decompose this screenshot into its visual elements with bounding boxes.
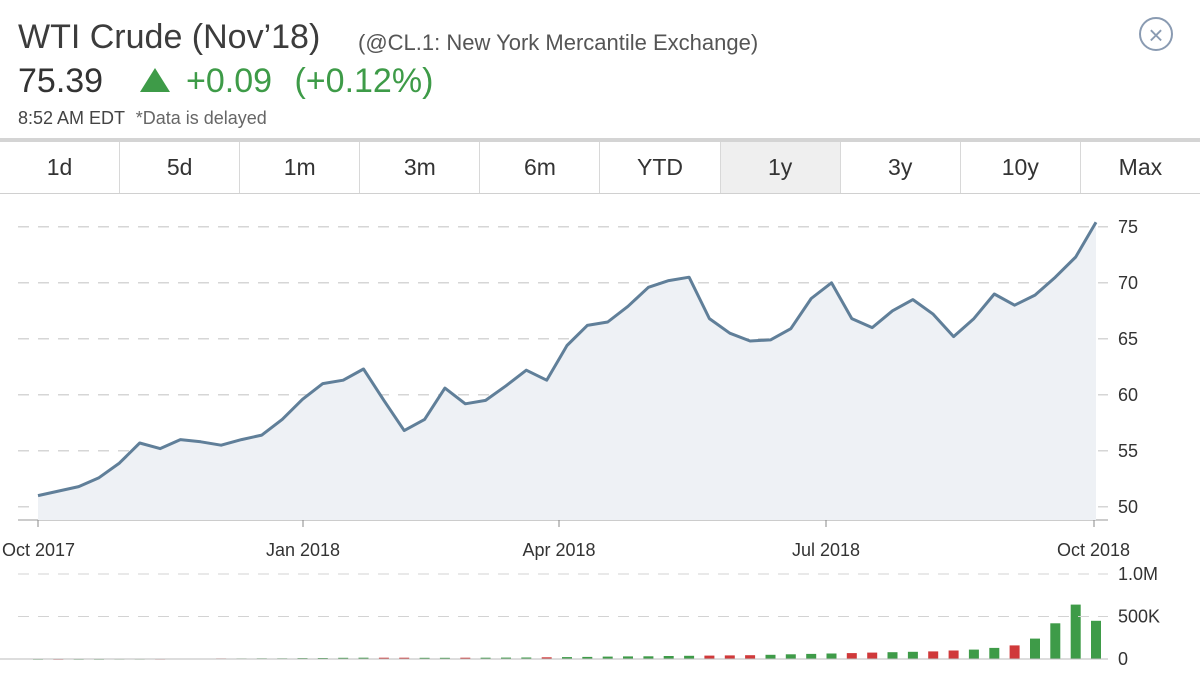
- volume-bar: [1009, 645, 1020, 659]
- volume-bar: [867, 652, 878, 659]
- y-tick-label: 65: [1118, 329, 1138, 349]
- volume-bar: [460, 657, 471, 659]
- volume-bar: [1091, 620, 1101, 660]
- quote-line: 75.39 +0.09 (+0.12%): [18, 62, 433, 106]
- volume-bar: [521, 657, 532, 659]
- volume-bar: [643, 656, 654, 659]
- x-tick-label: Jan 2018: [266, 540, 340, 560]
- volume-bar: [541, 657, 552, 659]
- volume-bar: [501, 657, 511, 659]
- volume-bar: [582, 656, 593, 659]
- timestamp-text: 8:52 AM EDT: [18, 108, 125, 128]
- volume-bar: [989, 647, 1000, 659]
- volume-bar: [907, 651, 918, 659]
- close-icon[interactable]: ×: [1139, 17, 1173, 51]
- volume-bar: [806, 653, 817, 659]
- volume-bar: [704, 655, 715, 659]
- instrument-title: WTI Crude (Nov’18): [18, 18, 321, 56]
- volume-bar: [358, 657, 369, 659]
- y-tick-label: 60: [1118, 385, 1138, 405]
- volume-bar: [724, 655, 735, 659]
- price-area-fill: [38, 222, 1096, 521]
- delayed-note: *Data is delayed: [135, 108, 267, 128]
- volume-tick-label: 0: [1118, 649, 1128, 669]
- price-line: [37, 221, 1098, 498]
- volume-bar: [765, 654, 776, 660]
- tab-max[interactable]: Max: [1118, 154, 1163, 180]
- x-tick-label: Oct 2018: [1057, 540, 1130, 560]
- volume-bar: [1070, 604, 1081, 659]
- tab-10y[interactable]: 10y: [961, 142, 1081, 193]
- volume-bar: [968, 649, 979, 659]
- y-tick-label: 50: [1118, 497, 1138, 517]
- volume-bar: [846, 653, 857, 659]
- price-change: +0.09: [186, 62, 273, 100]
- volume-y-axis: 1.0M 500K 0: [18, 564, 1160, 669]
- tab-ytd[interactable]: YTD: [600, 142, 721, 193]
- tab-1y[interactable]: 1y: [720, 142, 841, 193]
- volume-bar: [928, 651, 939, 659]
- quote-timestamp: 8:52 AM EDT *Data is delayed: [18, 108, 267, 129]
- last-price: 75.39: [18, 62, 104, 100]
- price-y-axis: 50 55 60 65 70 75: [1118, 217, 1138, 517]
- volume-bar: [399, 657, 410, 659]
- up-arrow-icon: [139, 67, 170, 92]
- tab-3y[interactable]: 3y: [841, 142, 961, 193]
- volume-bar: [826, 653, 837, 659]
- timeframe-tabs: 1d 5d 1m 3m 6m YTD 1y 3y 10y Max: [0, 138, 1200, 194]
- volume-bar: [602, 656, 613, 659]
- volume-bar: [562, 657, 572, 659]
- tab-5d[interactable]: 5d: [120, 142, 241, 193]
- y-tick-label: 70: [1118, 273, 1138, 293]
- volume-bar: [378, 657, 389, 659]
- volume-bar: [887, 652, 898, 659]
- volume-bar: [338, 657, 349, 659]
- volume-bar: [663, 656, 674, 659]
- volume-bar: [623, 656, 633, 659]
- volume-tick-label: 1.0M: [1118, 564, 1158, 584]
- exchange-label: (@CL.1: New York Mercantile Exchange): [358, 30, 759, 55]
- quote-header: WTI Crude (Nov’18) (@CL.1: New York Merc…: [18, 0, 1178, 138]
- volume-bar: [1050, 623, 1061, 659]
- y-tick-label: 75: [1118, 217, 1138, 237]
- volume-bar: [745, 655, 756, 659]
- volume-bar: [419, 657, 430, 659]
- volume-bar: [439, 657, 450, 659]
- tab-6m[interactable]: 6m: [480, 142, 601, 193]
- volume-bar: [785, 654, 796, 659]
- price-change-percent: (+0.12%): [294, 62, 434, 100]
- y-tick-label: 55: [1118, 441, 1138, 461]
- volume-bar: [480, 657, 491, 659]
- tab-1d[interactable]: 1d: [0, 142, 121, 193]
- x-tick-label: Apr 2018: [522, 540, 595, 560]
- tab-3m[interactable]: 3m: [360, 142, 481, 193]
- x-tick-label: Oct 2017: [2, 540, 75, 560]
- volume-bar: [684, 655, 695, 659]
- volume-tick-label: 500K: [1118, 607, 1160, 627]
- volume-bar: [1030, 638, 1040, 659]
- volume-bars: [0, 604, 1108, 660]
- price-volume-chart: 50 55 60 65 70 75 Oct 2017 Jan 2018 Apr 2018 Jul…: [0, 217, 1160, 669]
- x-tick-label: Jul 2018: [792, 540, 860, 560]
- volume-bar: [948, 650, 959, 659]
- tab-1m[interactable]: 1m: [240, 142, 361, 193]
- date-x-axis: Oct 2017 Jan 2018 Apr 2018 Jul 2018 Oct 2018: [2, 520, 1130, 560]
